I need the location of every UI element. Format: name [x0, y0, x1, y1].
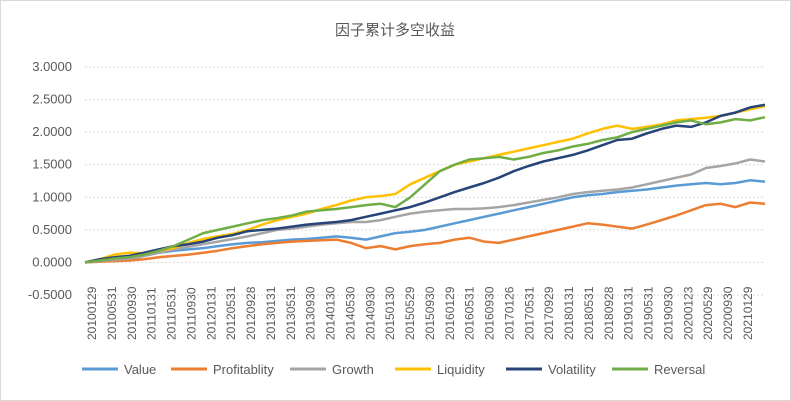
x-tick-label: 20100531	[105, 286, 119, 340]
series-line-value	[84, 179, 766, 264]
y-tick-label: -0.5000	[28, 287, 72, 302]
y-tick-label: 2.5000	[32, 92, 72, 107]
x-tick-label: 20210129	[741, 286, 755, 340]
x-tick-label: 20160531	[463, 286, 477, 340]
x-tick-label: 20100129	[85, 286, 99, 340]
x-tick-label: 20110131	[145, 287, 159, 340]
x-axis-ticks: 20100129 20100531 20100930 20110131 20110531…	[85, 286, 755, 340]
y-tick-label: 3.0000	[32, 59, 72, 74]
x-tick-label: 20140130	[324, 286, 338, 340]
series-line-liquidity	[84, 104, 766, 264]
x-tick-label: 20120928	[244, 286, 258, 340]
y-tick-label: 0.5000	[32, 222, 72, 237]
x-tick-label: 20150529	[403, 286, 417, 340]
x-tick-label: 20130930	[304, 286, 318, 340]
x-tick-label: 20100930	[125, 286, 139, 340]
series-layer	[84, 103, 766, 264]
series-line-profitablity	[84, 201, 766, 264]
x-tick-label: 20170126	[502, 286, 516, 340]
y-axis-ticks: -0.5000 0.0000 0.5000 1.0000 1.5000 2.0000 2.5…	[28, 59, 72, 302]
x-tick-label: 20150130	[383, 286, 397, 340]
x-tick-label: 20180531	[582, 286, 596, 340]
x-tick-label: 20130131	[264, 286, 278, 340]
x-tick-label: 20190531	[642, 286, 656, 340]
series-line-reversal	[84, 115, 766, 264]
x-tick-label: 20160129	[443, 286, 457, 340]
x-tick-label: 20180928	[602, 286, 616, 340]
x-tick-label: 20180131	[562, 286, 576, 340]
chart-title: 因子累计多空收益	[335, 21, 455, 39]
legend: Value Profitablity Growth Liquidity Volatili…	[82, 362, 705, 377]
x-tick-label: 20200123	[681, 286, 695, 340]
x-tick-label: 20110531	[165, 287, 179, 340]
series-line-volatility	[84, 103, 766, 264]
x-tick-label: 20170929	[542, 286, 556, 340]
x-tick-label: 20200529	[701, 286, 715, 340]
x-tick-label: 20120531	[224, 286, 238, 340]
y-tick-label: 2.0000	[32, 124, 72, 139]
x-tick-label: 20160930	[483, 286, 497, 340]
y-tick-label: 1.5000	[32, 157, 72, 172]
x-tick-label: 20130531	[284, 286, 298, 340]
x-tick-label: 20190930	[661, 286, 675, 340]
legend-label: Volatility	[548, 362, 596, 377]
x-tick-label: 20140930	[363, 286, 377, 340]
x-tick-label: 20110930	[184, 287, 198, 340]
legend-label: Growth	[332, 362, 374, 377]
legend-label: Profitablity	[213, 362, 274, 377]
x-tick-label: 20190131	[622, 286, 636, 340]
x-tick-label: 20140530	[343, 286, 357, 340]
x-tick-label: 20170531	[522, 286, 536, 340]
legend-label: Liquidity	[437, 362, 485, 377]
y-tick-label: 1.0000	[32, 189, 72, 204]
series-line-growth	[84, 158, 766, 264]
x-tick-label: 20120131	[204, 286, 218, 340]
y-tick-label: 0.0000	[32, 254, 72, 269]
legend-label: Reversal	[654, 362, 705, 377]
legend-label: Value	[124, 362, 156, 377]
x-tick-label: 20200930	[721, 286, 735, 340]
x-tick-label: 20150930	[423, 286, 437, 340]
